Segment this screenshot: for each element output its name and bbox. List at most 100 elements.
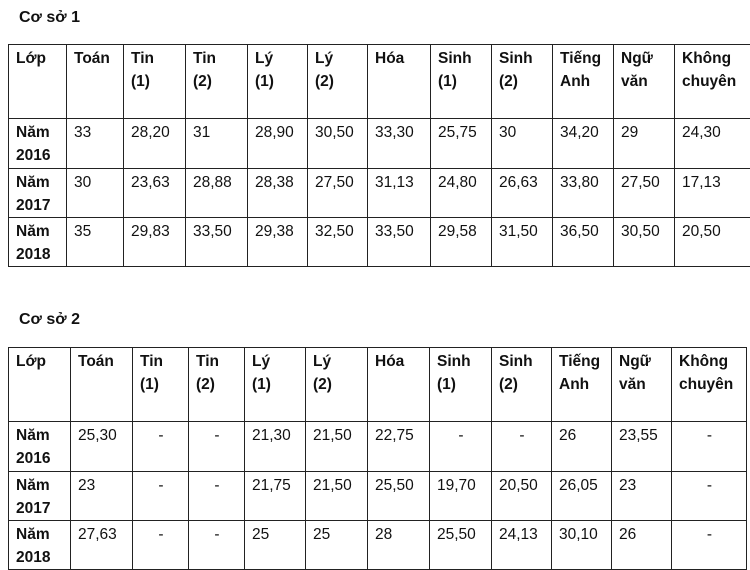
cell-line: 2017 [16, 194, 60, 217]
table-cell: 29 [614, 119, 675, 169]
column-header: Toán [71, 348, 133, 422]
column-header: Lý(2) [308, 45, 368, 119]
table-cell: 27,63 [71, 521, 133, 570]
table-cell: 26 [552, 422, 612, 472]
cell-line: Anh [559, 373, 605, 396]
table-cell: - [133, 422, 189, 472]
table-cell: 33,50 [186, 218, 248, 267]
table-cell: 33,30 [368, 119, 431, 169]
column-header: Tin(1) [124, 45, 186, 119]
table-cell: 30 [67, 169, 124, 218]
column-header: Hóa [368, 45, 431, 119]
column-header: Lý(1) [248, 45, 308, 119]
table-cell: 30,50 [308, 119, 368, 169]
table-cell: 26 [612, 521, 672, 570]
column-header: Lớp [9, 45, 67, 119]
column-header: Sinh(1) [431, 45, 492, 119]
table-cell: - [430, 422, 492, 472]
table-cell: - [133, 472, 189, 521]
cell-line: Tin [193, 47, 241, 70]
cell-line: Lớp [16, 350, 64, 373]
table-cell: 28,88 [186, 169, 248, 218]
cell-line: chuyên [682, 70, 750, 93]
cell-line: (1) [437, 373, 485, 396]
table-cell: - [672, 521, 747, 570]
cell-line: Lớp [16, 47, 60, 70]
cell-line: Toán [74, 47, 117, 70]
table-cell: 23 [71, 472, 133, 521]
table-cell: 21,50 [306, 422, 368, 472]
table-cell: 20,50 [675, 218, 750, 267]
table-cell: 29,83 [124, 218, 186, 267]
table-cell: - [492, 422, 552, 472]
cell-line: (1) [255, 70, 301, 93]
table-cell: 29,58 [431, 218, 492, 267]
cell-line: Toán [78, 350, 126, 373]
table-cell: 28,90 [248, 119, 308, 169]
table-cell: - [672, 422, 747, 472]
column-header: Lý(1) [245, 348, 306, 422]
cell-line: Năm [16, 523, 64, 546]
column-header: Lớp [9, 348, 71, 422]
column-header: Tin(1) [133, 348, 189, 422]
table-cell: 31 [186, 119, 248, 169]
cell-line: Tiếng [560, 47, 607, 70]
cell-line: văn [621, 70, 668, 93]
table-cell: 25,30 [71, 422, 133, 472]
table-cell: - [672, 472, 747, 521]
cell-line: Lý [255, 47, 301, 70]
table-cell: 31,50 [492, 218, 553, 267]
cell-line: 2016 [16, 144, 60, 167]
column-header: Toán [67, 45, 124, 119]
column-header: Tin(2) [189, 348, 245, 422]
cell-line: (2) [315, 70, 361, 93]
cell-line: (1) [140, 373, 182, 396]
cell-line: Tin [131, 47, 179, 70]
cell-line: Năm [16, 474, 64, 497]
cell-line: Sinh [499, 47, 546, 70]
cell-line: Tin [196, 350, 238, 373]
table-cell: 25,50 [368, 472, 430, 521]
cell-line: Anh [560, 70, 607, 93]
cell-line: chuyên [679, 373, 740, 396]
column-header: Sinh(1) [430, 348, 492, 422]
column-header: Sinh(2) [492, 45, 553, 119]
table-cell: 21,75 [245, 472, 306, 521]
table-cell: 25 [306, 521, 368, 570]
section-1-title: Cơ sở 1 [19, 8, 80, 28]
cell-line: Lý [252, 350, 299, 373]
table-cell: 28,20 [124, 119, 186, 169]
cell-line: 2016 [16, 447, 64, 470]
column-header: Sinh(2) [492, 348, 552, 422]
table-cell: 32,50 [308, 218, 368, 267]
table-cell: 33,80 [553, 169, 614, 218]
table-cell: 25 [245, 521, 306, 570]
table-cell: 21,50 [306, 472, 368, 521]
cell-line: 2018 [16, 546, 64, 569]
column-header: Lý(2) [306, 348, 368, 422]
cell-line: Hóa [375, 350, 423, 373]
cell-line: Không [679, 350, 740, 373]
table-cell: 23,55 [612, 422, 672, 472]
table-cell: 20,50 [492, 472, 552, 521]
cell-line: Không [682, 47, 750, 70]
table-cell: 33 [67, 119, 124, 169]
table-cell: 24,13 [492, 521, 552, 570]
cell-line: Sinh [437, 350, 485, 373]
cell-line: Sinh [499, 350, 545, 373]
table-cell: - [189, 521, 245, 570]
cell-line: văn [619, 373, 665, 396]
table-cell: 17,13 [675, 169, 750, 218]
